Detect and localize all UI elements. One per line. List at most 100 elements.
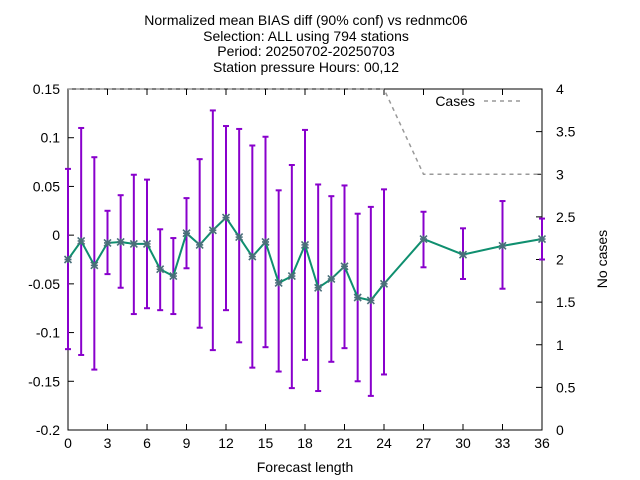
y2-tick-label: 1 <box>556 337 564 353</box>
bias-point-stroke <box>379 279 389 288</box>
bias-point-stroke <box>340 262 349 271</box>
bias-point <box>498 241 507 250</box>
bias-point <box>340 262 349 271</box>
y2-tick-label: 3.5 <box>556 124 576 140</box>
bias-point <box>379 279 389 288</box>
bias-point-stroke <box>169 271 178 281</box>
bias-point <box>182 229 191 238</box>
plot-area: 0 3 6 9 12 15 18 21 24 27 30 33 360.150.10.050-0.05-… <box>28 81 576 451</box>
bias-point-stroke <box>327 274 336 284</box>
bias-point-stroke <box>314 283 323 292</box>
x-tick-label: 15 <box>258 435 274 451</box>
bias-point-stroke <box>77 236 86 246</box>
x-tick-label: 24 <box>376 435 392 451</box>
x-tick-label: 30 <box>455 435 471 451</box>
bias-point-stroke <box>248 252 257 261</box>
title-line-3: Period: 20250702-20250703 <box>217 43 395 59</box>
bias-point <box>353 293 362 302</box>
bias-point <box>261 237 270 247</box>
title-line-2: Selection: ALL using 794 stations <box>203 28 409 44</box>
bias-point-stroke <box>366 296 375 305</box>
y2-tick-label: 0 <box>556 422 564 438</box>
bias-point <box>156 265 165 274</box>
x-tick-label: 6 <box>143 435 151 451</box>
cases-line <box>68 88 542 176</box>
bias-point-stroke <box>300 240 310 249</box>
y2-tick-label: 3 <box>556 166 564 182</box>
title-line-4: Station pressure Hours: 00,12 <box>213 59 399 75</box>
bias-point-stroke <box>195 240 204 249</box>
bias-point-stroke <box>274 278 283 287</box>
x-tick-label: 0 <box>64 435 72 451</box>
bias-point <box>235 233 244 242</box>
bias-point <box>327 274 336 284</box>
bias-point-stroke <box>129 239 138 248</box>
bias-point-stroke <box>235 233 244 242</box>
bias-point <box>366 296 375 305</box>
bias-point <box>221 213 231 222</box>
y-tick-label: 0.1 <box>41 130 61 146</box>
bias-point <box>274 278 283 287</box>
bias-point-stroke <box>287 271 296 281</box>
bias-point-stroke <box>142 239 152 248</box>
bias-point-stroke <box>208 226 217 235</box>
y-tick-label: -0.05 <box>28 276 60 292</box>
y2-tick-label: 2.5 <box>556 209 576 225</box>
bias-point <box>103 238 112 248</box>
bias-point <box>287 271 296 281</box>
y2-tick-label: 0.5 <box>556 379 576 395</box>
y-tick-label: 0 <box>52 227 60 243</box>
bias-point-stroke <box>261 237 270 247</box>
title-line-1: Normalized mean BIAS diff (90% conf) vs … <box>144 12 468 28</box>
bias-point-stroke <box>103 238 112 248</box>
y-tick-label: -0.1 <box>36 325 60 341</box>
y2-axis-title: No cases <box>594 230 610 288</box>
bias-point-stroke <box>458 250 468 259</box>
bias-point-stroke <box>182 229 191 238</box>
x-tick-label: 36 <box>534 435 550 451</box>
bias-point-stroke <box>498 241 507 250</box>
bias-point <box>129 239 138 248</box>
bias-point <box>142 239 152 248</box>
bias-point <box>314 283 323 292</box>
bias-point <box>195 240 204 249</box>
y-tick-label: -0.2 <box>36 422 60 438</box>
x-tick-label: 21 <box>337 435 353 451</box>
bias-point <box>300 240 310 249</box>
bias-point-stroke <box>63 255 73 264</box>
bias-point <box>208 226 217 235</box>
bias-point <box>419 234 428 244</box>
bias-point <box>537 234 547 244</box>
x-tick-label: 18 <box>297 435 313 451</box>
bias-point <box>90 261 99 270</box>
y2-tick-label: 2 <box>556 252 564 268</box>
y-tick-label: 0.05 <box>33 178 60 194</box>
x-tick-label: 27 <box>416 435 432 451</box>
bias-point-stroke <box>353 293 362 302</box>
x-tick-label: 33 <box>495 435 511 451</box>
legend: Cases <box>435 93 521 109</box>
legend-label: Cases <box>435 93 475 109</box>
y2-tick-label: 4 <box>556 81 564 97</box>
bias-point-stroke <box>537 234 547 244</box>
x-tick-label: 3 <box>104 435 112 451</box>
bias-point-stroke <box>90 261 99 270</box>
bias-point <box>116 237 125 247</box>
bias-point <box>248 252 257 261</box>
bias-point <box>458 250 468 259</box>
bias-point-stroke <box>156 265 165 274</box>
bias-point <box>63 255 73 264</box>
bias-point-stroke <box>116 237 125 247</box>
x-tick-label: 12 <box>218 435 234 451</box>
bias-point-stroke <box>221 213 231 222</box>
y2-tick-label: 1.5 <box>556 294 576 310</box>
x-tick-label: 9 <box>183 435 191 451</box>
bias-point <box>77 236 86 246</box>
y-tick-label: -0.15 <box>28 373 60 389</box>
bias-point <box>169 271 178 281</box>
bias-point-stroke <box>419 234 428 244</box>
y-tick-label: 0.15 <box>33 81 60 97</box>
x-axis-title: Forecast length <box>257 459 354 475</box>
chart-title: Normalized mean BIAS diff (90% conf) vs … <box>144 12 468 75</box>
